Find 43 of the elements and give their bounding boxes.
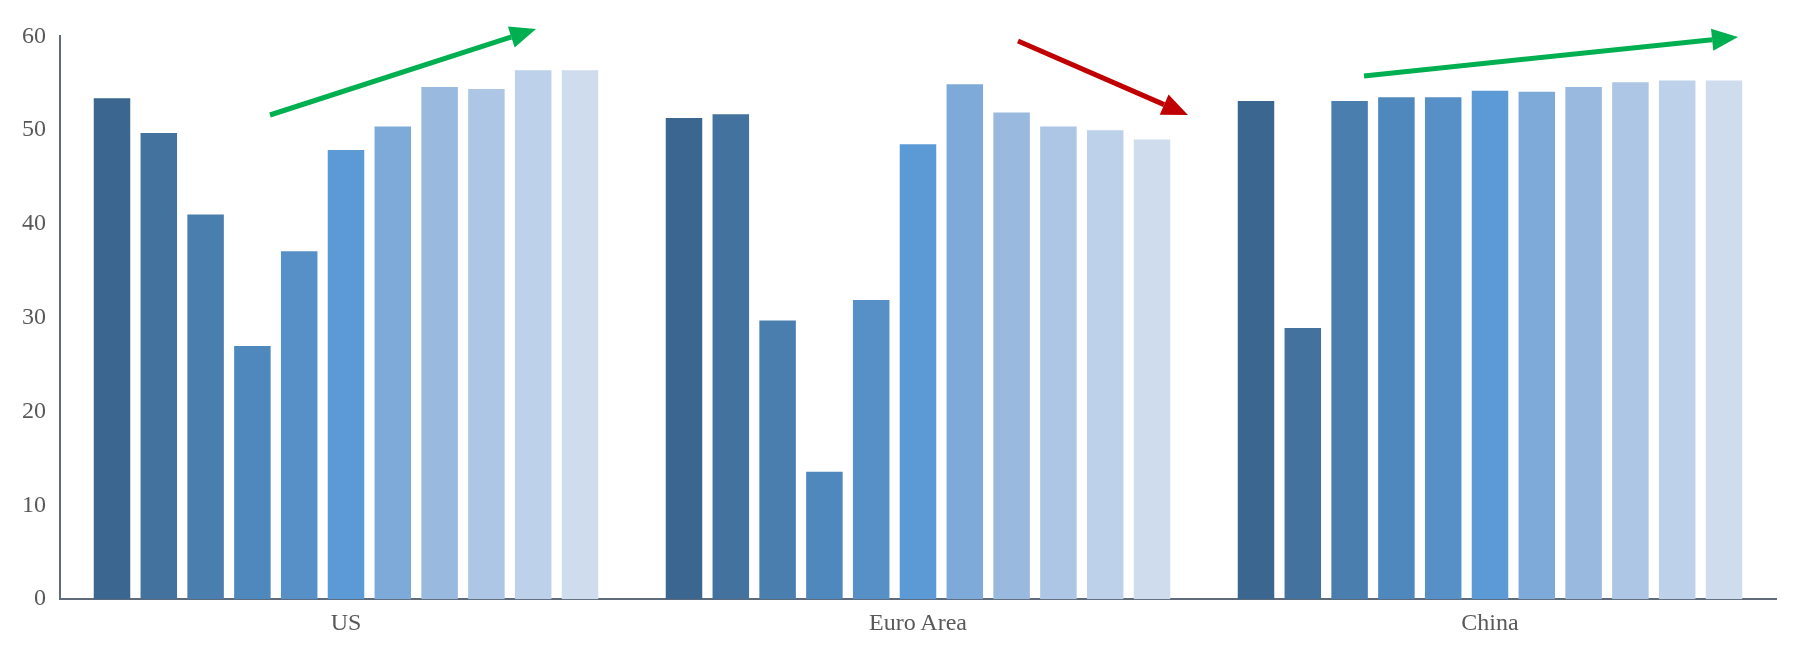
bar [852,299,890,600]
bar [1284,328,1322,600]
y-tick-label: 0 [34,584,46,611]
bar [1424,97,1462,600]
y-tick-label: 50 [22,115,46,142]
bar [1086,130,1124,600]
bar [1565,87,1602,600]
bar [806,471,843,600]
bar [1471,90,1509,600]
bar [187,214,224,600]
bar [1705,80,1743,600]
bar [1378,97,1415,600]
bar [1612,82,1649,600]
bar [1133,139,1171,600]
bar [759,320,796,600]
bar [140,133,178,600]
bar [1331,101,1368,600]
y-tick-label: 20 [22,396,46,423]
bar [327,149,365,600]
bar [421,87,458,600]
y-tick-label: 30 [22,303,46,330]
bar [1518,91,1556,600]
bar [946,84,984,600]
bar [899,144,937,600]
x-tick-label: Euro Area [869,608,968,635]
bar [468,88,505,600]
bar [514,70,552,600]
bar [1658,80,1696,600]
bar [561,70,599,600]
y-tick-label: 40 [22,209,46,236]
bar [993,112,1030,600]
bar [1040,126,1077,600]
bar [374,126,412,600]
y-tick-label: 10 [22,490,46,517]
x-tick-label: US [330,608,362,635]
bar [280,251,318,600]
bar [665,118,703,600]
bar [234,345,271,600]
bar [1237,101,1275,600]
bar [93,98,131,600]
y-tick-label: 60 [22,21,46,48]
bar [712,114,750,600]
x-tick-label: China [1461,608,1520,635]
